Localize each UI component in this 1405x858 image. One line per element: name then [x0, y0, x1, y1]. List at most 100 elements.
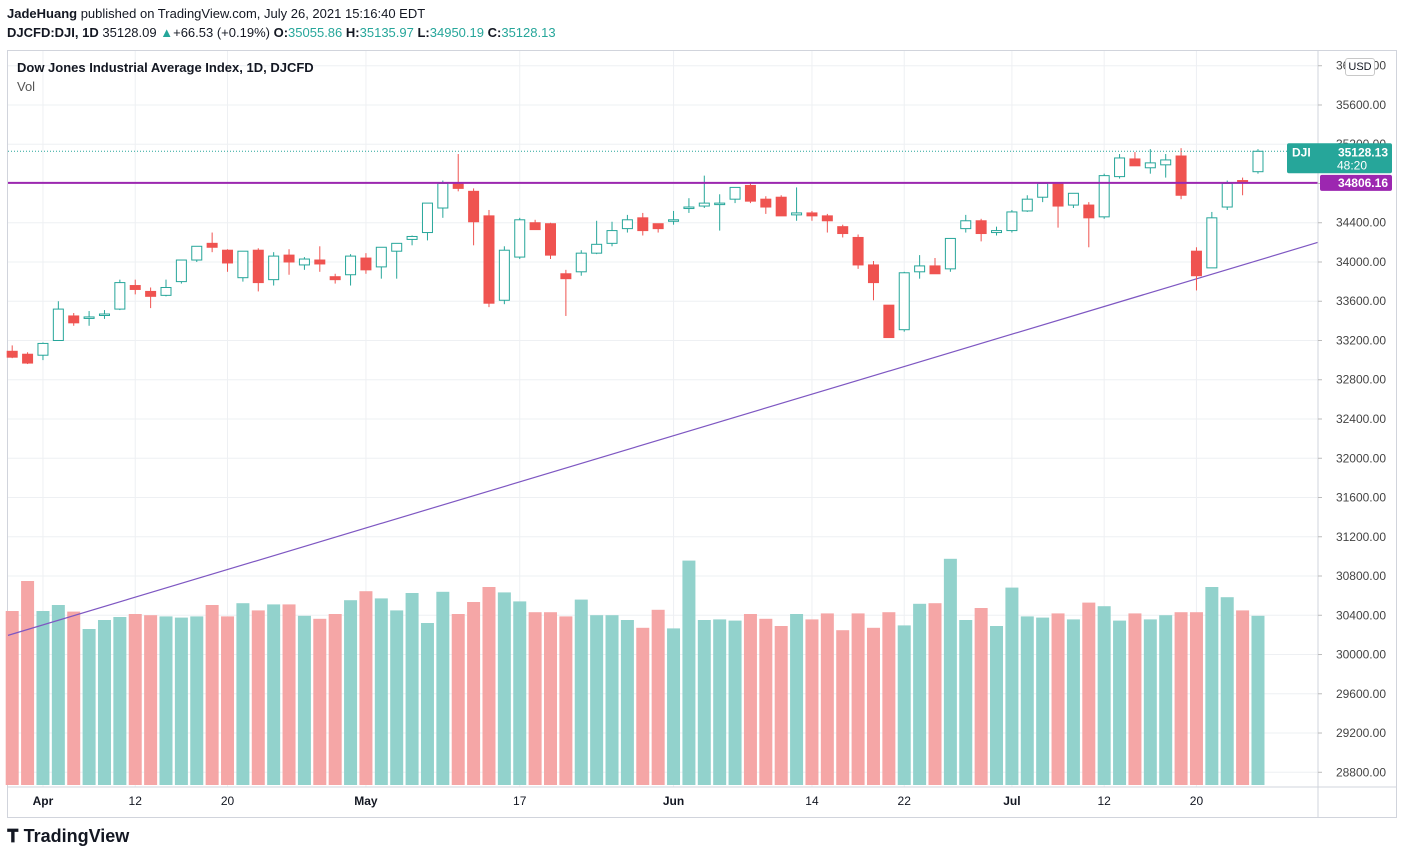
volume-bar: [882, 612, 896, 785]
candle-body: [114, 282, 126, 310]
volume-bars: [5, 558, 1265, 785]
candle-body: [606, 230, 618, 244]
last-price-tag-symbol: DJI: [1292, 145, 1311, 159]
time-tick-label: May: [354, 794, 378, 808]
volume-bar: [236, 603, 250, 785]
price-tick-label: 35600.00: [1336, 98, 1386, 112]
volume-bar: [943, 558, 957, 785]
volume-bar: [1051, 613, 1065, 785]
price-tick-label: 31600.00: [1336, 491, 1386, 505]
volume-bar: [374, 598, 388, 785]
candle-body: [575, 252, 587, 273]
close-value: 35128.13: [501, 25, 556, 40]
candle-body: [1160, 159, 1172, 166]
candle-body: [1206, 217, 1218, 269]
volume-bar: [51, 605, 65, 785]
candle-body: [83, 316, 95, 319]
up-arrow-icon: ▲: [160, 25, 174, 40]
price-tick-label: 33600.00: [1336, 294, 1386, 308]
candle-body: [1098, 175, 1110, 218]
candle-body: [237, 250, 249, 279]
candle-body: [329, 276, 341, 281]
volume-bar: [436, 591, 450, 785]
time-tick-label: Jul: [1003, 794, 1020, 808]
volume-bar: [5, 611, 19, 785]
volume-bar: [1236, 610, 1250, 785]
volume-bar: [544, 612, 557, 785]
candle-body: [791, 212, 803, 216]
volume-bar: [328, 614, 342, 785]
candle-body: [944, 237, 956, 270]
volume-bar: [282, 604, 296, 785]
candle-body: [975, 220, 987, 235]
candle-body: [775, 196, 787, 217]
candle-body: [160, 287, 172, 296]
volume-bar: [1020, 616, 1034, 785]
candle-body: [22, 353, 34, 364]
volume-bar: [174, 617, 188, 785]
author-name: JadeHuang: [7, 6, 78, 21]
currency-button[interactable]: USD: [1345, 58, 1375, 76]
volume-bar: [144, 615, 158, 785]
price-tick-label: 33200.00: [1336, 333, 1386, 347]
candle-body: [268, 255, 280, 281]
volume-bar: [697, 620, 711, 785]
published-text: published on TradingView.com, July 26, 2…: [80, 6, 426, 21]
level-price-tag-value: 34806.16: [1338, 176, 1388, 190]
price-tick-label: 29200.00: [1336, 726, 1386, 740]
volume-bar: [251, 610, 265, 785]
price-tick-label: 34400.00: [1336, 216, 1386, 230]
volume-bar: [420, 623, 434, 785]
price-tick-label: 34000.00: [1336, 255, 1386, 269]
volume-bar: [1113, 620, 1127, 785]
countdown-label: 48:20: [1337, 158, 1367, 172]
volume-bar: [1205, 587, 1219, 785]
price-tick-label: 31200.00: [1336, 530, 1386, 544]
price-tick-label: 30800.00: [1336, 569, 1386, 583]
candle-body: [698, 202, 710, 207]
ohlc-line: DJCFD:DJI, 1D 35128.09 ▲+66.53 (+0.19%) …: [7, 25, 556, 40]
candle-body: [760, 198, 772, 208]
candle-body: [314, 259, 326, 265]
volume-bar: [267, 604, 281, 785]
volume-bar: [1220, 597, 1234, 785]
chart-legend-volume: Vol: [17, 79, 36, 94]
candle-body: [852, 236, 864, 266]
high-label: H:: [345, 25, 360, 40]
volume-bar: [559, 616, 573, 785]
candle-body: [52, 308, 64, 341]
volume-bar: [805, 619, 819, 785]
candle-body: [883, 304, 895, 339]
candle-body: [806, 212, 818, 217]
candle-body: [345, 255, 357, 276]
candle-body: [637, 217, 649, 232]
volume-bar: [667, 628, 681, 785]
volume-bar: [728, 620, 742, 785]
candle-body: [391, 242, 403, 252]
candle-body: [483, 215, 495, 304]
volume-bar: [574, 599, 588, 785]
volume-bar: [913, 603, 927, 785]
volume-bar: [159, 616, 173, 785]
candle-body: [452, 182, 464, 189]
volume-bar: [1159, 615, 1173, 785]
volume-bar: [1066, 619, 1080, 785]
open-label: O:: [273, 25, 289, 40]
candle-body: [1083, 204, 1095, 219]
volume-bar: [67, 611, 81, 785]
candle-body: [406, 235, 418, 240]
time-scale: Apr 12 20 May 17 Jun 14 22 Jul 12 20: [8, 786, 1397, 808]
volume-bar: [820, 613, 834, 785]
low-value: 34950.19: [429, 25, 484, 40]
volume-bar: [405, 593, 419, 785]
candle-body: [867, 264, 879, 284]
volume-bar: [390, 610, 404, 785]
volume-bar: [620, 620, 634, 785]
candle-body: [1114, 157, 1126, 178]
volume-bar: [497, 592, 511, 785]
volume-bar: [713, 619, 727, 785]
tradingview-logo: 𝐓 TradingView: [7, 826, 129, 847]
candle-body: [437, 182, 449, 209]
volume-bar: [344, 600, 358, 785]
